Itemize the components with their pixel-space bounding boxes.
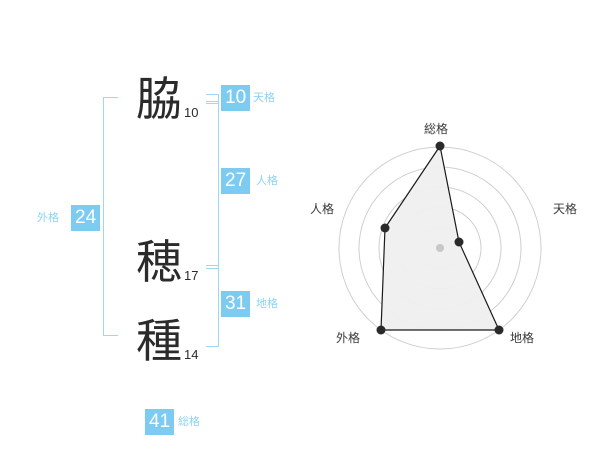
jinkaku-bracket <box>206 101 219 269</box>
jinkaku-value: 27 <box>221 168 251 194</box>
kanji-char-1: 脇 <box>136 72 182 126</box>
gaikaku-label: 外格 <box>37 211 59 224</box>
chikaku-value: 31 <box>221 291 251 317</box>
radar-axis-label-chikaku: 地格 <box>510 331 535 345</box>
radar-point-tenkaku <box>454 237 464 247</box>
gaikaku-bracket <box>103 97 118 336</box>
radar-point-soukaku <box>435 141 445 151</box>
kanji-char-3: 種 <box>136 314 182 368</box>
kanji-char-2: 穂 <box>136 235 182 289</box>
soukaku-value: 41 <box>145 409 175 435</box>
radar-axis-label-gaikaku: 外格 <box>336 331 361 345</box>
radar-point-chikaku <box>494 325 504 335</box>
radar-center-dot <box>436 244 444 252</box>
radar-chart: 総格 天格 地格 外格 人格 <box>296 0 600 470</box>
tenkaku-bracket <box>206 94 219 104</box>
tenkaku-label: 天格 <box>253 91 275 104</box>
radar-point-jinkaku <box>380 223 390 233</box>
name-stroke-diagram: 外格 24 脇 10 穂 17 種 14 10 天格 27 人格 31 地格 4… <box>37 72 278 435</box>
radar-axis-label-tenkaku: 天格 <box>553 202 578 216</box>
radar-axis-label-jinkaku: 人格 <box>310 202 335 216</box>
kanji-strokes-2: 17 <box>184 268 199 283</box>
chikaku-bracket <box>206 265 219 347</box>
gaikaku-value: 24 <box>71 205 101 231</box>
jinkaku-label: 人格 <box>256 174 278 187</box>
radar-data-area <box>380 145 500 331</box>
kanji-strokes-3: 14 <box>184 347 199 362</box>
radar-axis-label-soukaku: 総格 <box>424 122 449 136</box>
radar-data-points <box>376 141 504 335</box>
radar-point-gaikaku <box>376 325 386 335</box>
soukaku-label: 総格 <box>178 415 200 428</box>
kanji-strokes-1: 10 <box>184 105 199 120</box>
tenkaku-value: 10 <box>221 85 251 111</box>
chikaku-label: 地格 <box>256 297 278 310</box>
radar-chart-svg <box>338 141 542 350</box>
